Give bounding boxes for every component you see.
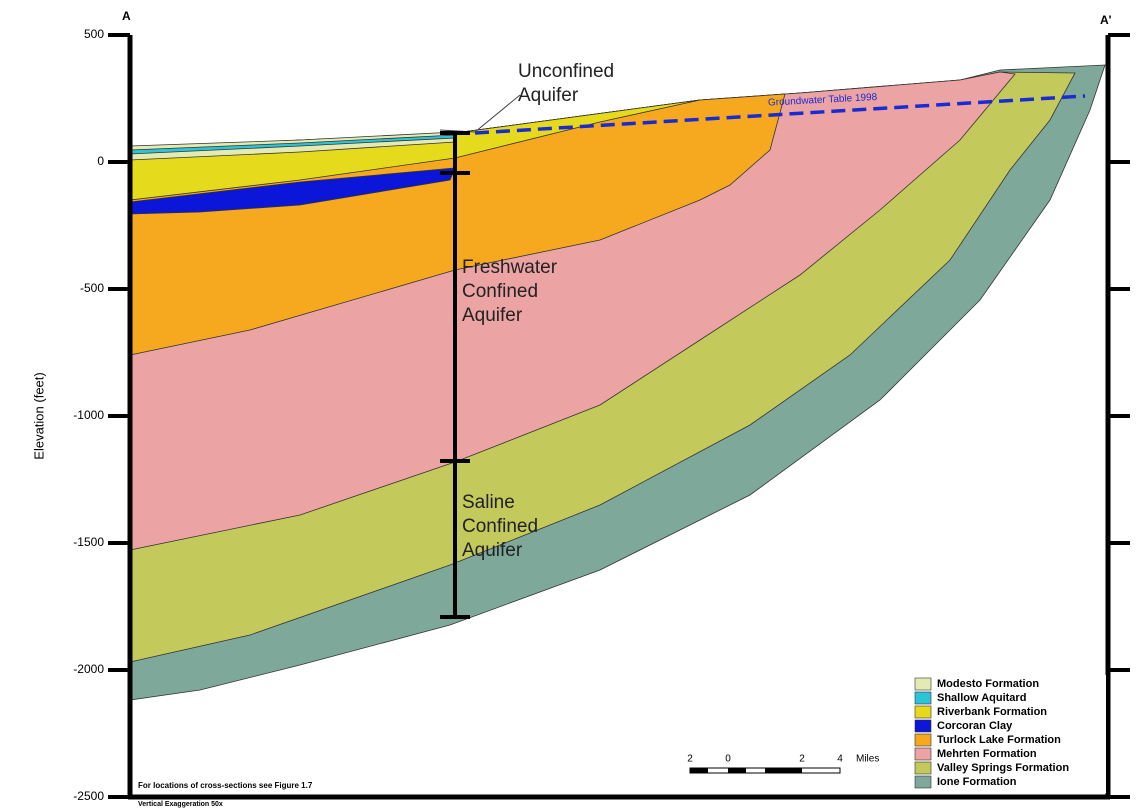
legend-label: Shallow Aquitard <box>937 692 1026 704</box>
y-tick-label: -2500 <box>73 789 104 803</box>
scale-unit: Miles <box>856 754 879 765</box>
legend-label: Turlock Lake Formation <box>937 734 1061 746</box>
annotation: Aquifer <box>462 540 523 561</box>
scale-segment <box>728 768 746 773</box>
aquifer-bar <box>440 131 470 619</box>
annotation: Confined <box>462 516 538 537</box>
scale-label: 4 <box>837 754 843 765</box>
y-tick-label: 500 <box>84 27 104 41</box>
annotation: Aquifer <box>462 305 523 326</box>
legend-label: Corcoran Clay <box>937 720 1013 732</box>
legend-label: Modesto Formation <box>937 678 1039 690</box>
legend-label: Ione Formation <box>937 776 1017 788</box>
legend-label: Valley Springs Formation <box>937 762 1069 774</box>
leader-line <box>474 94 521 133</box>
legend-label: Mehrten Formation <box>937 748 1037 760</box>
scale-label: 0 <box>725 754 731 765</box>
legend-swatch <box>914 761 932 775</box>
legend-swatch <box>914 733 932 747</box>
y-tick-label: -1000 <box>73 408 104 422</box>
scale-label: 2 <box>799 754 805 765</box>
scale-segment <box>690 768 708 773</box>
annotation: Unconfined <box>518 61 614 82</box>
riverbank-layer <box>129 99 701 201</box>
scale-bar <box>689 767 841 774</box>
axis-label: Elevation (feet) <box>31 372 46 459</box>
legend-box <box>910 675 1106 793</box>
legend-label: Riverbank Formation <box>937 706 1047 718</box>
y-tick-label: -2000 <box>73 662 104 676</box>
legend-swatch <box>914 677 932 691</box>
y-tick-label: 0 <box>97 154 104 168</box>
corcoran-layer <box>129 167 456 215</box>
legend-swatch <box>914 691 932 705</box>
section-end: A' <box>1100 13 1112 27</box>
annotation: Freshwater <box>462 257 558 278</box>
scale-label: 2 <box>687 754 693 765</box>
layers <box>129 64 1106 701</box>
legend-swatch <box>914 719 932 733</box>
legend-swatch <box>914 705 932 719</box>
annotation: Confined <box>462 281 538 302</box>
y-tick-label: -500 <box>80 281 104 295</box>
legend-swatch <box>914 775 932 789</box>
note: For locations of cross-sections see Figu… <box>138 781 313 790</box>
legend-swatch <box>914 747 932 761</box>
section-start: A <box>122 9 131 23</box>
annotation: Aquifer <box>518 85 579 106</box>
note: Vertical Exaggeration 50x <box>138 801 223 808</box>
annotation: Saline <box>462 492 515 513</box>
scale-segment <box>765 768 802 773</box>
water-table <box>474 94 1086 135</box>
y-tick-label: -1500 <box>73 535 104 549</box>
